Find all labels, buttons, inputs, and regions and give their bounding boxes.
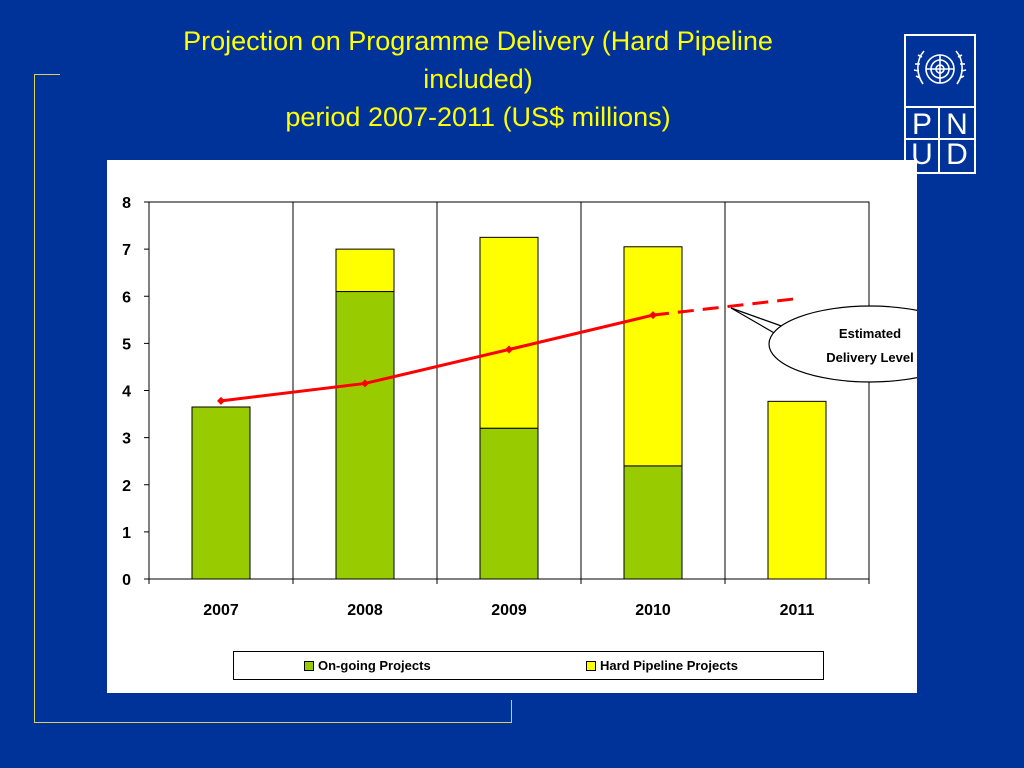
bar-ongoing — [335, 291, 395, 580]
x-tick-label: 2008 — [347, 602, 383, 619]
un-emblem-icon — [913, 50, 967, 85]
pnud-logo: P N U D — [904, 34, 976, 174]
callout-label: Estimated Delivery Level — [795, 322, 945, 370]
callout-pointer — [730, 307, 788, 339]
logo-letter-p: P — [906, 106, 940, 141]
delivery-chart: 0 1 2 3 4 5 6 7 8 2007 2008 2009 2010 2011 — [122, 195, 917, 619]
delivery-point-marker — [217, 396, 225, 405]
y-tick-label: 6 — [122, 289, 131, 306]
title-line-3: period 2007-2011 (US$ millions) — [285, 102, 671, 132]
y-tick-label: 7 — [122, 242, 131, 259]
callout-bubble — [768, 305, 917, 383]
x-tick-label: 2009 — [491, 602, 527, 619]
bar-pipeline — [479, 236, 539, 429]
delivery-point-marker — [361, 379, 369, 388]
callout-line-2: Delivery Level — [826, 350, 914, 365]
legend-label-ongoing: On-going Projects — [318, 658, 431, 673]
y-tick-label: 3 — [122, 431, 131, 448]
y-tick-label: 0 — [122, 572, 131, 589]
y-tick-label: 8 — [122, 195, 131, 212]
slide-title: Projection on Programme Delivery (Hard P… — [110, 22, 846, 136]
bar-pipeline — [623, 246, 683, 467]
frame-line-bottom — [34, 722, 512, 723]
bar-ongoing — [479, 427, 539, 580]
bar-pipeline — [767, 400, 827, 580]
title-line-2: included) — [423, 64, 533, 94]
legend-label-pipeline: Hard Pipeline Projects — [600, 658, 738, 673]
legend-item-ongoing: On-going Projects — [304, 658, 431, 674]
y-tick-label: 4 — [122, 384, 131, 401]
bar-pipeline — [335, 248, 395, 293]
legend-item-pipeline: Hard Pipeline Projects — [586, 658, 738, 674]
chart-legend: On-going Projects Hard Pipeline Projects — [233, 651, 824, 680]
bar-ongoing — [191, 406, 251, 580]
chart-panel: 0 1 2 3 4 5 6 7 8 2007 2008 2009 2010 2011 Estimated … — [107, 160, 917, 693]
logo-letter-n: N — [940, 106, 974, 141]
x-tick-label: 2011 — [780, 602, 815, 619]
frame-line-right — [511, 700, 512, 723]
logo-letter-d: D — [946, 138, 968, 171]
x-tick-label: 2010 — [635, 602, 671, 619]
delivery-line-solid — [220, 313, 654, 403]
y-tick-label: 5 — [122, 336, 131, 353]
frame-line-left — [34, 74, 35, 723]
x-tick-label: 2007 — [203, 602, 239, 619]
legend-swatch-pipeline — [586, 660, 596, 671]
frame-line-top — [34, 74, 60, 75]
delivery-point-marker — [505, 345, 513, 354]
legend-swatch-ongoing — [304, 660, 314, 671]
callout-line-1: Estimated — [838, 326, 902, 341]
y-tick-label: 1 — [122, 525, 131, 542]
bar-ongoing — [623, 465, 683, 580]
y-tick-label: 2 — [122, 478, 131, 495]
title-line-1: Projection on Programme Delivery (Hard P… — [183, 26, 773, 56]
delivery-point-marker — [649, 311, 657, 320]
